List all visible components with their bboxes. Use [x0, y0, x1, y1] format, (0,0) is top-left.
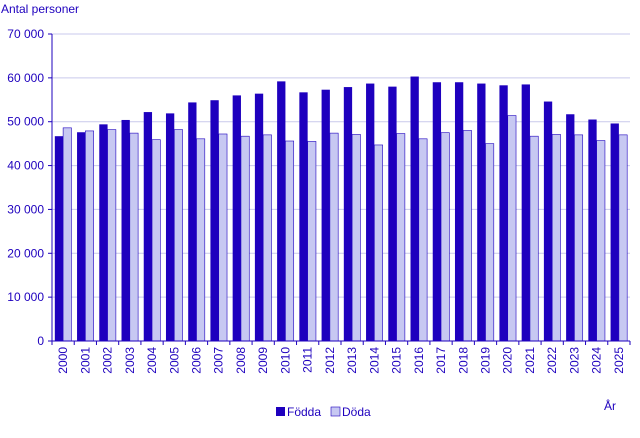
y-tick-label: 40 000 [7, 159, 44, 173]
x-tick-label: 2010 [278, 347, 292, 374]
x-tick-label: 2001 [78, 347, 92, 374]
x-tick-label: 2019 [479, 347, 493, 374]
y-tick-label: 30 000 [7, 202, 44, 216]
y-tick-label: 10 000 [7, 290, 44, 304]
bar-fodda-2010 [277, 81, 286, 342]
bar-doda-2016 [418, 138, 428, 342]
x-tick-label: 2018 [456, 347, 470, 374]
x-tick-label: 2024 [590, 347, 604, 374]
x-tick-label: 2014 [367, 347, 381, 374]
bar-doda-2005 [173, 129, 183, 342]
x-tick-label: 2021 [523, 347, 537, 374]
bar-doda-2007 [218, 133, 228, 342]
bar-doda-2011 [307, 141, 317, 342]
bar-fodda-2007 [210, 100, 219, 341]
bar-doda-2013 [351, 134, 361, 342]
x-tick-label: 2008 [234, 347, 248, 374]
x-tick-label: 2006 [190, 347, 204, 374]
x-tick-label: 2012 [323, 347, 337, 374]
x-tick-label: 2015 [390, 347, 404, 374]
bar-doda-2002 [107, 129, 117, 342]
bar-doda-2001 [85, 130, 94, 342]
bar-fodda-2006 [188, 102, 197, 341]
bar-doda-2019 [485, 143, 495, 342]
bar-fodda-2020 [499, 85, 508, 341]
bar-doda-2018 [462, 130, 472, 342]
y-tick-label: 70 000 [7, 27, 44, 41]
x-tick-label: 2000 [56, 347, 70, 374]
bar-doda-2008 [240, 135, 250, 342]
bar-fodda-2001 [77, 132, 86, 341]
x-axis-title: År [604, 398, 616, 413]
y-axis-ticks: 0 10 000 20 000 30 000 40 000 50 000 60 000 70 … [7, 27, 52, 348]
y-tick-label: 20 000 [7, 246, 44, 260]
x-tick-label: 2009 [256, 347, 270, 374]
legend-swatch-fodda [276, 407, 285, 416]
y-axis-title: Antal personer [1, 2, 79, 16]
x-tick-label: 2020 [501, 347, 515, 374]
bar-fodda-2008 [232, 95, 241, 342]
bar-fodda-2005 [165, 113, 175, 341]
x-tick-label: 2023 [567, 347, 581, 374]
bar-fodda-2024 [588, 119, 597, 342]
bar-doda-2021 [529, 135, 539, 342]
bar-doda-2015 [396, 133, 406, 342]
x-tick-label: 2007 [212, 347, 226, 374]
bar-doda-2025 [618, 134, 628, 342]
x-tick-label: 2011 [301, 347, 315, 373]
bar-fodda-2023 [566, 114, 575, 341]
x-tick-label: 2004 [145, 347, 159, 374]
bar-fodda-2025 [610, 123, 619, 341]
bar-fodda-2000 [54, 136, 64, 341]
bar-doda-2010 [285, 140, 295, 342]
x-tick-label: 2002 [101, 347, 115, 374]
bar-fodda-2014 [366, 83, 375, 341]
bar-doda-2014 [374, 144, 383, 342]
x-tick-label: 2003 [123, 347, 137, 374]
bar-fodda-2004 [143, 112, 153, 341]
bar-fodda-2019 [477, 83, 486, 341]
bar-fodda-2013 [343, 87, 353, 341]
bar-fodda-2012 [321, 89, 330, 341]
bar-doda-2022 [551, 134, 561, 342]
bar-fodda-2021 [521, 84, 530, 341]
bars [54, 76, 628, 342]
legend-swatch-doda [330, 406, 341, 417]
legend: Födda Döda [276, 405, 371, 419]
x-tick-label: 2013 [345, 347, 359, 374]
x-tick-label: 2022 [545, 347, 559, 374]
legend-label-doda: Döda [342, 405, 371, 419]
x-tick-label: 2017 [434, 347, 448, 374]
bar-fodda-2003 [121, 119, 130, 342]
bar-fodda-2002 [99, 124, 108, 341]
bar-doda-2009 [262, 134, 272, 342]
x-axis-ticks: 2000 2001 2002 2003 2004 2005 2006 2007 2008 2009… [51, 341, 631, 374]
x-tick-label: 2025 [612, 347, 626, 374]
bar-fodda-2011 [299, 92, 308, 341]
y-tick-label: 50 000 [7, 115, 44, 129]
bar-fodda-2015 [388, 86, 397, 341]
gridlines [52, 33, 630, 298]
bar-fodda-2022 [543, 101, 553, 341]
bar-doda-2020 [507, 115, 517, 342]
bar-fodda-2009 [254, 93, 264, 342]
bar-doda-2000 [62, 127, 72, 342]
bar-fodda-2017 [432, 82, 442, 342]
bar-fodda-2018 [454, 82, 464, 342]
bar-doda-2003 [129, 132, 139, 342]
y-tick-label: 60 000 [7, 71, 44, 85]
bar-doda-2017 [440, 132, 450, 342]
x-tick-label: 2005 [167, 347, 181, 374]
bar-doda-2012 [329, 132, 339, 342]
x-tick-label: 2016 [412, 347, 426, 374]
bar-doda-2004 [151, 139, 161, 342]
bar-doda-2024 [596, 140, 606, 342]
bar-fodda-2016 [410, 76, 419, 341]
y-tick-label: 0 [37, 334, 44, 348]
bar-doda-2006 [196, 138, 206, 342]
bar-doda-2023 [574, 134, 584, 342]
legend-label-fodda: Födda [287, 405, 321, 419]
